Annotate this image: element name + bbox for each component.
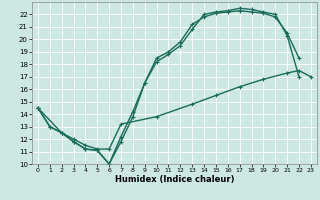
X-axis label: Humidex (Indice chaleur): Humidex (Indice chaleur) <box>115 175 234 184</box>
